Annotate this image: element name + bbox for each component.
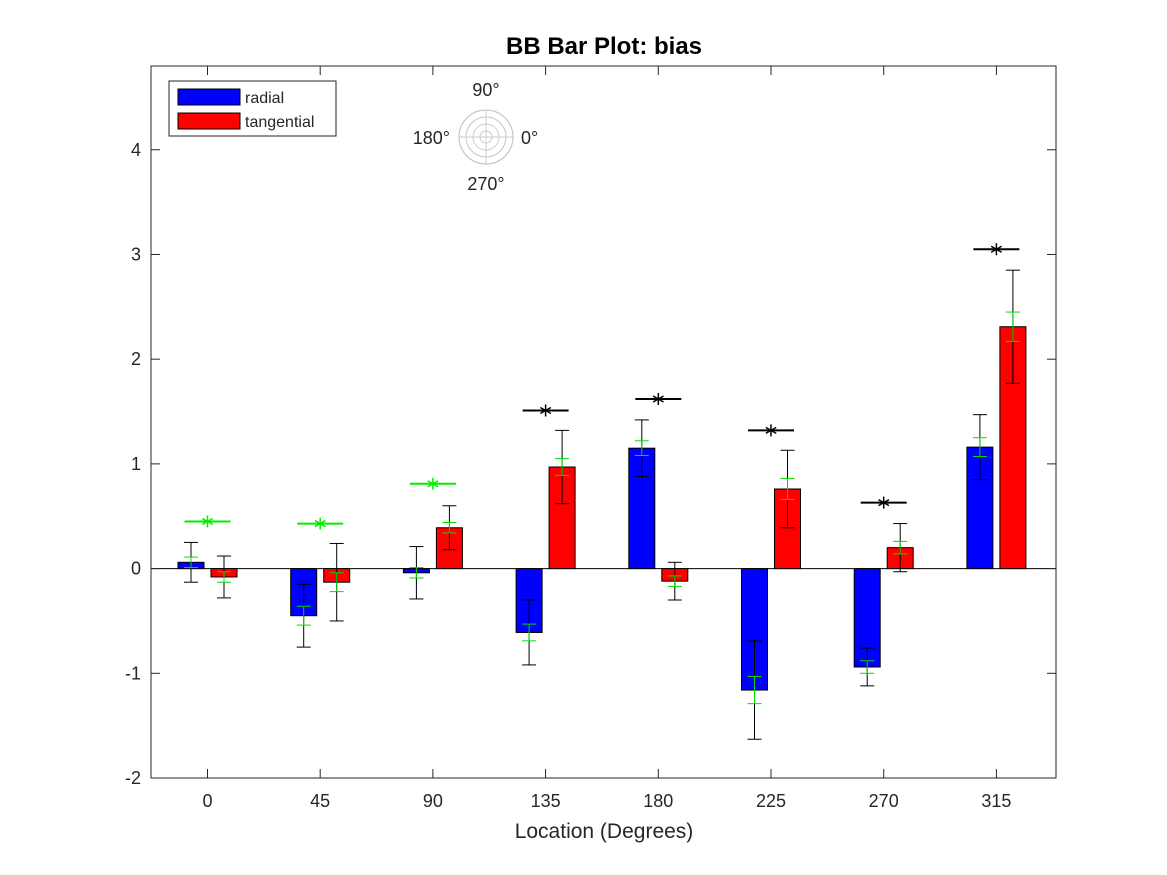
x-tick-label: 180 (643, 791, 673, 811)
x-tick-label: 225 (756, 791, 786, 811)
y-tick-label: 3 (131, 244, 141, 264)
significance-marker-180 (635, 392, 682, 405)
y-tick-label: 0 (131, 559, 141, 579)
sem-bar-tangential-225 (780, 478, 795, 500)
compass-label-270: 270° (467, 174, 504, 194)
y-tick-label: 4 (131, 140, 141, 160)
plot-frame (150, 65, 1057, 779)
compass-label-0: 0° (521, 128, 538, 148)
sem-bar-tangential-180 (667, 575, 682, 587)
compass-inset: 90° 180° 0° 270° (413, 80, 538, 194)
sem-bar-radial-135 (522, 623, 537, 642)
legend-swatch-tangential (177, 112, 241, 130)
significance-marker-90 (409, 477, 456, 490)
sem-bar-tangential-315 (1005, 311, 1020, 342)
legend-label-radial: radial (245, 90, 284, 107)
x-axis-label: Location (Degrees) (515, 820, 694, 843)
star-stroke (990, 245, 1002, 253)
sem-bar-tangential-135 (555, 458, 570, 476)
x-tick-label: 270 (869, 791, 899, 811)
star-stroke (201, 517, 214, 526)
legend-label-tangential: tangential (245, 114, 314, 131)
star-stroke (652, 395, 664, 403)
x-tick-label: 135 (531, 791, 561, 811)
sem-bar-radial-45 (296, 605, 311, 626)
legend-swatch-radial (177, 88, 241, 106)
x-tick-label: 90 (423, 791, 443, 811)
y-tick-label: 2 (131, 349, 141, 369)
star-stroke (878, 498, 890, 507)
bar-radial-180 (628, 447, 656, 570)
legend: radial tangential (168, 80, 337, 137)
significance-marker-135 (522, 404, 569, 417)
significance-marker-270 (860, 496, 907, 509)
compass-label-90: 90° (472, 80, 499, 100)
x-tick-label: 315 (981, 791, 1011, 811)
significance-marker-45 (297, 517, 344, 530)
sem-bar-radial-270 (860, 660, 875, 674)
sem-bar-radial-225 (747, 675, 762, 705)
star-stroke (540, 406, 552, 415)
sem-bar-tangential-45 (329, 572, 344, 593)
star-stroke (427, 480, 439, 488)
sem-bar-tangential-0 (217, 571, 231, 583)
y-tick-label: 1 (131, 454, 141, 474)
plot-area (151, 66, 1056, 778)
chart-title: BB Bar Plot: bias (506, 33, 702, 60)
y-tick-label: -2 (125, 768, 141, 788)
x-tick-label: 45 (310, 791, 330, 811)
star-stroke (314, 519, 326, 528)
x-tick-label: 0 (202, 791, 212, 811)
sem-bar-radial-90 (409, 567, 424, 579)
y-tick-label: -1 (125, 663, 141, 683)
significance-marker-225 (748, 424, 794, 437)
sem-bar-radial-180 (634, 440, 649, 457)
star-stroke (765, 426, 777, 435)
sem-bar-radial-0 (184, 556, 198, 569)
sem-bar-tangential-90 (442, 522, 457, 534)
significance-marker-0 (184, 515, 231, 528)
sem-bar-tangential-270 (893, 540, 908, 555)
significance-marker-315 (973, 243, 1020, 256)
compass-label-180: 180° (413, 128, 450, 148)
sem-bar-radial-315 (972, 437, 987, 458)
